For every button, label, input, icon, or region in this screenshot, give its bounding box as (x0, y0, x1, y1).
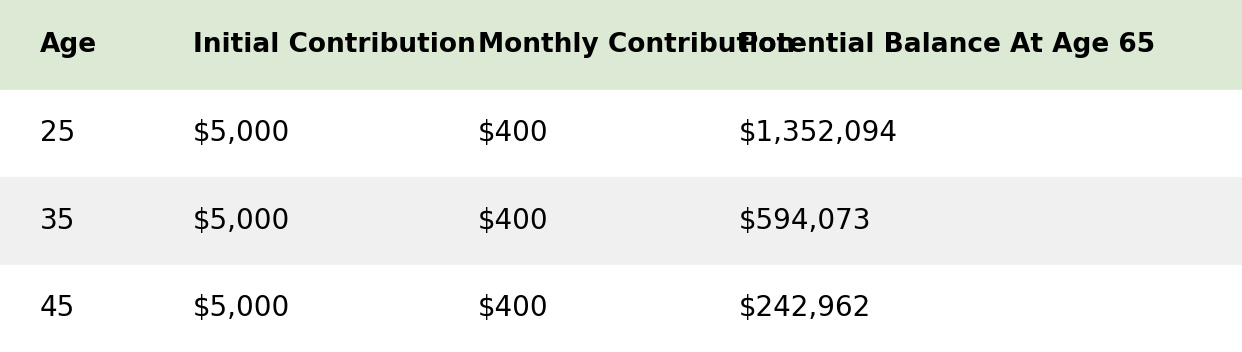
Text: $400: $400 (478, 119, 549, 147)
Text: $1,352,094: $1,352,094 (739, 119, 898, 147)
Text: Initial Contribution: Initial Contribution (193, 32, 476, 58)
Text: $400: $400 (478, 294, 549, 322)
Text: $400: $400 (478, 207, 549, 235)
Text: $242,962: $242,962 (739, 294, 871, 322)
Text: $5,000: $5,000 (193, 207, 289, 235)
Text: $5,000: $5,000 (193, 294, 289, 322)
Text: 45: 45 (40, 294, 75, 322)
Bar (0, 0, 1242, 90)
Text: Potential Balance At Age 65: Potential Balance At Age 65 (739, 32, 1155, 58)
Text: $594,073: $594,073 (739, 207, 872, 235)
Text: 25: 25 (40, 119, 75, 147)
Bar (0, 177, 1242, 265)
Text: 35: 35 (40, 207, 75, 235)
Text: Monthly Contribution: Monthly Contribution (478, 32, 795, 58)
Bar (0, 265, 1242, 352)
Bar (0, 90, 1242, 177)
Text: Age: Age (40, 32, 97, 58)
Text: $5,000: $5,000 (193, 119, 289, 147)
